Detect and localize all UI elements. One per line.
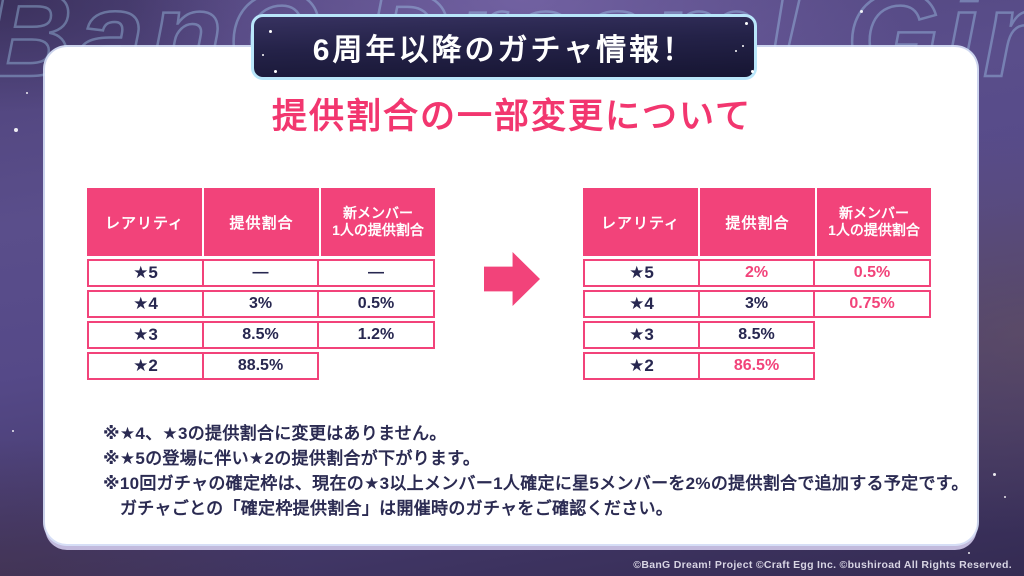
table-row: ★4 3% 0.5%: [87, 290, 435, 318]
rate-cell: 8.5%: [698, 323, 813, 347]
table-row: ★5 2% 0.5%: [583, 259, 931, 287]
column-header-new-member-rate: 新メンバー 1人の提供割合: [319, 188, 435, 256]
rarity-cell: ★2: [133, 356, 158, 375]
table-header-row: レアリティ 提供割合 新メンバー 1人の提供割合: [87, 188, 435, 256]
star-decoration: [12, 430, 14, 432]
column-header-rate: 提供割合: [202, 188, 319, 256]
star-decoration: [968, 552, 970, 554]
table-row: ★3 8.5%: [583, 321, 815, 349]
new-member-rate-cell: 1.2%: [317, 323, 433, 347]
rate-cell: 2%: [698, 261, 813, 285]
note-line: ※10回ガチャの確定枠は、現在の★3以上メンバー1人確定に星5メンバーを2%の提…: [103, 474, 969, 493]
rate-cell: 3%: [698, 292, 813, 316]
rarity-cell: ★5: [133, 263, 158, 282]
sparkle-icon: [735, 50, 737, 52]
column-header-rarity: レアリティ: [104, 214, 185, 232]
star-decoration: [993, 473, 996, 476]
table-header-row: レアリティ 提供割合 新メンバー 1人の提供割合: [583, 188, 931, 256]
banner-title: 6周年以降のガチャ情報！: [312, 34, 696, 67]
star-decoration: [860, 10, 863, 13]
new-member-rate-cell: 0.75%: [813, 292, 929, 316]
rarity-cell: ★5: [629, 263, 654, 282]
column-header-rate: 提供割合: [698, 188, 815, 256]
note-line: ※★4、★3の提供割合に変更はありません。: [103, 424, 447, 443]
rarity-cell: ★2: [629, 356, 654, 375]
rate-cell: 88.5%: [202, 354, 317, 378]
table-row: ★3 8.5% 1.2%: [87, 321, 435, 349]
new-member-rate-cell: 0.5%: [813, 261, 929, 285]
star-decoration: [14, 128, 18, 132]
rates-table-before: レアリティ 提供割合 新メンバー 1人の提供割合 ★5 — — ★4 3% 0.…: [87, 188, 435, 380]
table-row: ★5 — —: [87, 259, 435, 287]
new-member-rate-cell: 0.5%: [317, 292, 433, 316]
sparkle-icon: [751, 70, 754, 73]
table-row: ★4 3% 0.75%: [583, 290, 931, 318]
note-line: ガチャごとの「確定枠提供割合」は開催時のガチャをご確認ください。: [120, 499, 674, 518]
table-row: ★2 88.5%: [87, 352, 319, 380]
column-header-line2: 1人の提供割合: [332, 222, 424, 238]
note-line: ※★5の登場に伴い★2の提供割合が下がります。: [103, 449, 481, 468]
column-header-line1: 新メンバー: [343, 205, 413, 221]
rate-cell: 3%: [202, 292, 317, 316]
sparkle-icon: [274, 70, 277, 73]
column-header-line1: 新メンバー: [839, 205, 909, 221]
sparkle-icon: [269, 30, 272, 33]
rarity-cell: ★3: [133, 325, 158, 344]
new-member-rate-cell: —: [317, 261, 433, 285]
notes: ※★4、★3の提供割合に変更はありません。 ※★5の登場に伴い★2の提供割合が下…: [103, 421, 969, 521]
rate-cell: 8.5%: [202, 323, 317, 347]
star-decoration: [26, 92, 28, 94]
sparkle-icon: [262, 54, 264, 56]
rate-cell: —: [202, 261, 317, 285]
star-decoration: [1004, 496, 1006, 498]
rates-table-after: レアリティ 提供割合 新メンバー 1人の提供割合 ★5 2% 0.5% ★4 3…: [583, 188, 931, 380]
rarity-cell: ★4: [133, 294, 158, 313]
copyright-text: ©BanG Dream! Project ©Craft Egg Inc. ©bu…: [633, 559, 1012, 571]
column-header-new-member-rate: 新メンバー 1人の提供割合: [815, 188, 931, 256]
announcement-banner: 6周年以降のガチャ情報！: [251, 14, 757, 80]
rate-cell: 86.5%: [698, 354, 813, 378]
table-row: ★2 86.5%: [583, 352, 815, 380]
rarity-cell: ★4: [629, 294, 654, 313]
column-header-line2: 1人の提供割合: [828, 222, 920, 238]
sparkle-icon: [745, 22, 748, 25]
rarity-cell: ★3: [629, 325, 654, 344]
page-title: 提供割合の一部変更について: [272, 97, 752, 136]
sparkle-icon: [742, 45, 744, 47]
column-header-rarity: レアリティ: [600, 214, 681, 232]
